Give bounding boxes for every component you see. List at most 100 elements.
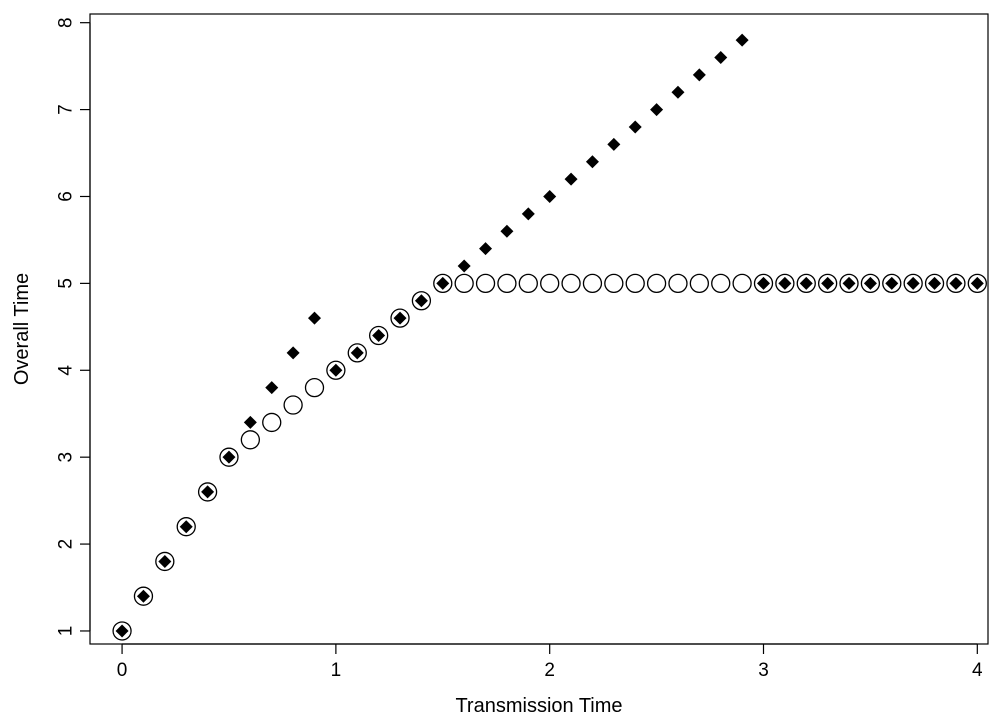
- data-point-diamond: [671, 85, 685, 99]
- data-point-circle: [112, 621, 132, 641]
- data-point-diamond: [201, 485, 215, 499]
- x-axis: 0 1 2 3 4: [117, 643, 983, 681]
- data-point-diamond: [692, 68, 706, 82]
- data-point-diamond: [457, 259, 471, 273]
- data-point-circle: [817, 273, 838, 294]
- data-point-circle: [454, 273, 474, 294]
- data-point-diamond: [543, 189, 557, 203]
- data-point-diamond: [842, 276, 856, 290]
- data-point-circle: [133, 586, 154, 606]
- plot-border: [89, 13, 989, 645]
- data-points: [112, 33, 987, 641]
- plot-area: [89, 13, 989, 645]
- data-point-diamond: [308, 311, 321, 325]
- y-tick-label: 4: [56, 365, 77, 376]
- data-point-circle: [433, 273, 453, 294]
- data-point-diamond: [350, 346, 364, 360]
- data-point-circle: [882, 273, 902, 294]
- data-point-diamond: [735, 33, 749, 47]
- y-tick-label: 2: [56, 539, 77, 550]
- data-point-diamond: [585, 155, 599, 169]
- data-point-circle: [924, 273, 945, 294]
- data-point-diamond: [607, 137, 621, 151]
- data-point-circle: [475, 273, 496, 294]
- data-point-diamond: [500, 224, 514, 238]
- x-tick-label: 1: [331, 660, 342, 681]
- data-point-circle: [176, 517, 196, 537]
- data-point-circle: [540, 273, 560, 294]
- data-point-diamond: [564, 172, 578, 186]
- data-point-circle: [946, 273, 966, 294]
- data-point-diamond: [136, 589, 150, 603]
- data-point-circle: [155, 551, 175, 572]
- data-point-diamond: [799, 276, 813, 290]
- data-point-diamond: [885, 276, 899, 290]
- x-tick-label: 4: [972, 660, 983, 681]
- data-point-diamond: [286, 346, 300, 360]
- data-point-circle: [903, 273, 923, 294]
- data-point-diamond: [158, 554, 172, 568]
- data-point-diamond: [906, 276, 920, 290]
- data-point-diamond: [115, 624, 129, 638]
- series-filled-diamond: [115, 33, 984, 638]
- y-tick-label: 5: [56, 278, 77, 289]
- y-tick-label: 6: [56, 191, 77, 202]
- data-point-circle: [668, 273, 688, 294]
- data-point-diamond: [949, 276, 963, 290]
- data-point-diamond: [479, 242, 493, 256]
- data-point-diamond: [521, 207, 535, 221]
- data-point-diamond: [628, 120, 642, 134]
- data-point-circle: [240, 430, 261, 450]
- data-point-circle: [646, 273, 667, 294]
- data-point-circle: [689, 273, 710, 294]
- data-point-circle: [262, 412, 282, 433]
- y-axis: 1 2 3 4 5 6 7 8: [56, 17, 91, 636]
- data-point-circle: [347, 343, 367, 363]
- data-point-circle: [304, 378, 325, 398]
- data-point-circle: [497, 273, 517, 294]
- data-point-circle: [775, 273, 795, 294]
- data-point-circle: [604, 273, 624, 294]
- data-point-circle: [368, 325, 389, 346]
- data-point-circle: [732, 273, 752, 294]
- data-point-diamond: [650, 103, 664, 117]
- data-point-circle: [411, 291, 432, 311]
- data-point-circle: [197, 482, 218, 502]
- data-point-diamond: [179, 520, 193, 534]
- y-tick-label: 3: [56, 452, 77, 463]
- data-point-diamond: [243, 415, 257, 429]
- y-axis-title: Overall Time: [11, 273, 33, 385]
- data-point-diamond: [436, 276, 450, 290]
- data-point-circle: [219, 447, 239, 467]
- data-point-diamond: [372, 329, 386, 343]
- data-point-circle: [711, 273, 731, 294]
- y-tick-label: 7: [56, 104, 77, 115]
- data-point-circle: [967, 273, 987, 294]
- data-point-diamond: [757, 276, 770, 290]
- data-point-diamond: [863, 276, 877, 290]
- data-point-diamond: [970, 276, 984, 290]
- data-point-circle: [753, 273, 774, 294]
- y-tick-label: 8: [56, 17, 77, 28]
- y-tick-label: 1: [56, 626, 77, 637]
- x-axis-title: Transmission Time: [455, 695, 622, 717]
- data-point-circle: [518, 273, 538, 294]
- data-point-circle: [796, 273, 816, 294]
- data-point-circle: [582, 273, 603, 294]
- data-point-circle: [283, 395, 303, 415]
- data-point-circle: [561, 273, 581, 294]
- x-tick-label: 0: [117, 660, 128, 681]
- data-point-circle: [390, 308, 410, 328]
- data-point-diamond: [414, 294, 428, 308]
- data-point-diamond: [714, 50, 728, 64]
- data-point-diamond: [222, 450, 236, 464]
- data-point-diamond: [821, 276, 835, 290]
- data-point-circle: [860, 273, 881, 294]
- data-point-circle: [839, 273, 859, 294]
- data-point-diamond: [928, 276, 942, 290]
- x-tick-label: 3: [758, 660, 769, 681]
- series-open-circle: [112, 273, 987, 641]
- data-point-circle: [326, 360, 346, 380]
- data-point-diamond: [393, 311, 407, 325]
